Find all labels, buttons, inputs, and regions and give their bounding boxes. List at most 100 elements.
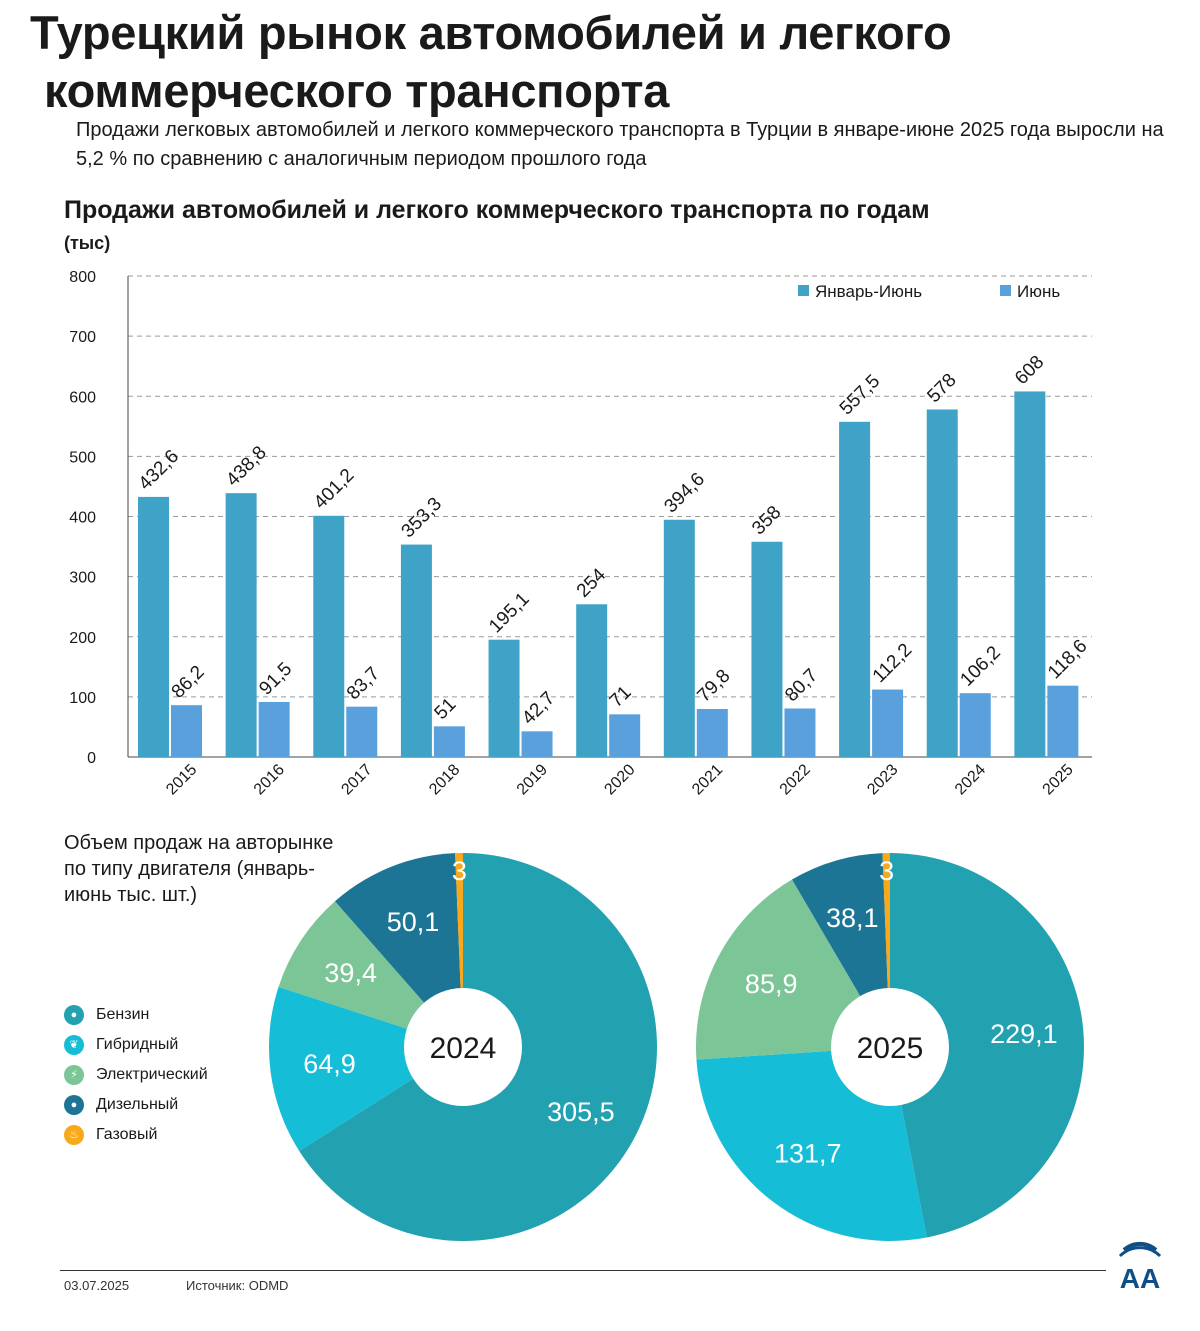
bar-value-label: 394,6: [661, 469, 709, 517]
bar-chart-title: Продажи автомобилей и легкого коммерческ…: [64, 196, 930, 224]
x-tick-label: 2022: [777, 761, 814, 798]
bar: [926, 409, 958, 757]
bar-chart: 0100200300400500600700800432,686,2201543…: [69, 269, 1092, 798]
legend-swatch: [798, 285, 809, 296]
agency-logo: AA: [1118, 1241, 1162, 1294]
y-tick-label: 0: [87, 750, 96, 767]
page-title: Турецкий рынок автомобилей и легкого ком…: [30, 4, 1170, 120]
bar-value-label: 79,8: [694, 666, 735, 707]
fuel-drop-icon: ●: [64, 1005, 84, 1025]
title-line-1: Турецкий рынок автомобилей и легкого: [30, 6, 952, 59]
bar: [1047, 685, 1079, 757]
pie-slice-label: 229,1: [990, 1019, 1058, 1049]
bar: [872, 689, 904, 757]
footer-date: 03.07.2025: [64, 1278, 130, 1293]
engine-legend-item-hybrid: ❦ Гибридный: [64, 1030, 208, 1060]
bar-value-label: 432,6: [135, 446, 183, 494]
pie-slice: [455, 853, 463, 1047]
flame-icon: ♨: [64, 1125, 84, 1145]
y-tick-label: 500: [69, 449, 96, 466]
bar: [959, 693, 991, 757]
x-tick-label: 2021: [689, 761, 726, 798]
logo-text: AA: [1120, 1263, 1160, 1294]
pie-slice-label: 38,1: [826, 903, 879, 933]
legend-swatch: [1000, 285, 1011, 296]
bar-value-label: 578: [923, 370, 960, 407]
x-tick-label: 2015: [163, 761, 200, 798]
diesel-drop-icon: ●: [64, 1095, 84, 1115]
pie-slice-label: 39,4: [324, 958, 377, 988]
y-tick-label: 600: [69, 389, 96, 406]
bar-value-label: 608: [1011, 352, 1048, 389]
engine-legend-item-diesel: ● Дизельный: [64, 1090, 208, 1120]
pie-slice: [269, 986, 463, 1151]
bar: [663, 519, 695, 757]
bar: [400, 544, 432, 757]
x-tick-label: 2020: [601, 761, 638, 798]
bar-value-label: 83,7: [343, 663, 384, 704]
bar-value-label: 401,2: [310, 465, 358, 513]
bar-value-label: 91,5: [255, 659, 296, 700]
pie-slice-label: 3: [452, 856, 467, 886]
bar-value-label: 106,2: [956, 642, 1004, 690]
bar: [609, 714, 641, 757]
bar: [784, 708, 816, 757]
y-tick-label: 400: [69, 510, 96, 527]
bar: [346, 706, 378, 757]
bar-value-label: 557,5: [836, 371, 884, 419]
y-tick-label: 200: [69, 630, 96, 647]
bar-value-label: 254: [573, 564, 611, 602]
x-tick-label: 2019: [514, 761, 551, 798]
pie-slice-label: 64,9: [303, 1049, 356, 1079]
pie-slice: [278, 901, 463, 1047]
bar-chart-unit: (тыс): [64, 233, 111, 253]
donut-hole: [831, 988, 949, 1106]
bar: [696, 709, 728, 757]
bar: [1014, 391, 1046, 757]
x-tick-label: 2017: [338, 761, 375, 798]
donut-center-label: 2025: [857, 1032, 924, 1065]
y-tick-label: 100: [69, 690, 96, 707]
y-tick-label: 700: [69, 329, 96, 346]
engine-legend-label: Газовый: [96, 1126, 158, 1143]
bar: [839, 421, 871, 757]
pie-slice: [696, 1047, 927, 1241]
engine-legend: ● Бензин ❦ Гибридный ⚡ Электрический ● Д…: [64, 1000, 208, 1150]
pie-slice: [334, 853, 463, 1047]
hybrid-leaf-icon: ❦: [64, 1035, 84, 1055]
bar-value-label: 80,7: [781, 665, 822, 706]
pie-slice-label: 85,9: [745, 969, 798, 999]
x-tick-label: 2016: [251, 761, 288, 798]
bar-value-label: 438,8: [222, 442, 270, 490]
engine-legend-item-petrol: ● Бензин: [64, 1000, 208, 1030]
donut-center-label: 2024: [430, 1032, 497, 1065]
bar-value-label: 353,3: [398, 494, 446, 542]
bar: [258, 701, 290, 757]
footer-source: Источник: ODMD: [186, 1278, 289, 1293]
bar: [138, 496, 169, 757]
bar-value-label: 112,2: [869, 640, 916, 687]
x-tick-label: 2025: [1040, 761, 1077, 798]
engine-legend-label: Гибридный: [96, 1036, 179, 1053]
legend-label: Январь-Июнь: [815, 282, 922, 301]
bar: [751, 541, 783, 757]
donut-caption: Объем продаж на авторынке по типу двигат…: [64, 832, 334, 906]
engine-legend-label: Дизельный: [96, 1096, 179, 1113]
pie-slice-label: 50,1: [387, 907, 440, 937]
pie-slice: [696, 879, 890, 1060]
engine-legend-label: Электрический: [96, 1066, 208, 1083]
bar: [313, 515, 345, 757]
pie-slice: [792, 853, 890, 1047]
pie-slice: [890, 853, 1084, 1238]
x-tick-label: 2018: [426, 761, 463, 798]
pie-slice: [299, 853, 657, 1241]
pie-slice-label: 3: [879, 856, 894, 886]
bar: [225, 493, 257, 757]
y-tick-label: 300: [69, 570, 96, 587]
engine-legend-item-gas: ♨ Газовый: [64, 1120, 208, 1150]
pie-slice: [882, 853, 890, 1047]
title-line-2: коммерческого транспорта: [44, 64, 670, 117]
pie-slice-label: 131,7: [774, 1138, 842, 1168]
bar-value-label: 71: [606, 682, 636, 712]
bar-value-label: 42,7: [518, 688, 559, 729]
